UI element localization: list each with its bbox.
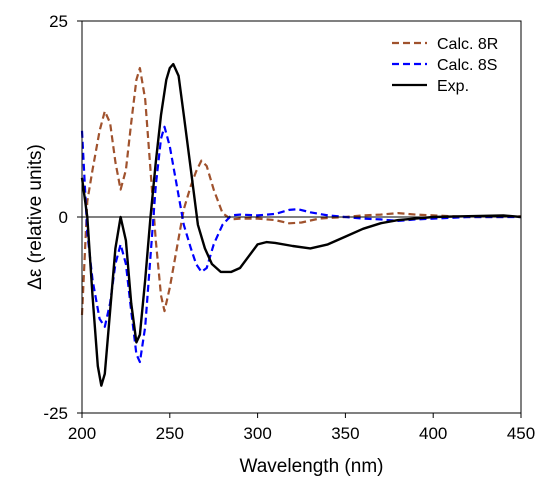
y-tick-label: 0 [59,208,68,227]
y-tick-label: -25 [43,404,68,423]
y-axis-title: Δε (relative units) [25,144,46,290]
x-tick-label: 400 [419,424,447,443]
x-tick-label: 300 [243,424,271,443]
y-tick-label: 25 [49,12,68,31]
x-tick-label: 250 [156,424,184,443]
x-tick-label: 350 [331,424,359,443]
legend-label: Calc. 8S [437,57,497,74]
series-line-exp [80,62,522,387]
legend-label: Calc. 8R [437,36,498,53]
series-line-calc-8r [80,66,522,316]
x-tick-label: 450 [507,424,535,443]
x-axis-title: Wavelength (nm) [240,456,384,477]
legend-label: Exp. [437,78,469,95]
x-tick-label: 200 [68,424,96,443]
